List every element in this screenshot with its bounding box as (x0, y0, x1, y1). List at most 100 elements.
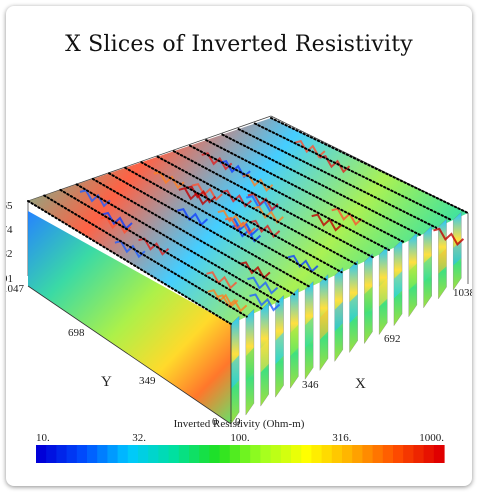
survey-line (237, 128, 438, 229)
chart-title: X Slices of Inverted Resistivity (65, 32, 413, 57)
z-tick-label: 91 (6, 273, 13, 285)
anomaly-stroke (217, 209, 249, 228)
front-edges (27, 285, 232, 425)
anomaly-stroke (433, 227, 465, 246)
colorbar-cell (189, 445, 200, 463)
z-tick-label: 182 (6, 248, 13, 260)
anomaly-stroke (207, 289, 239, 308)
x-axis: 0 346 692 1038 X (235, 287, 472, 428)
colorbar-cell (372, 445, 384, 463)
survey-line (75, 183, 280, 303)
colorbar-cell (56, 445, 68, 463)
survey-line (253, 122, 454, 222)
survey-line (91, 177, 296, 296)
survey-line (189, 144, 390, 251)
x-slice-band (260, 339, 269, 373)
colorbar-cell (117, 445, 129, 463)
x-slices (230, 211, 462, 425)
survey-line (124, 166, 327, 281)
colorbar-cell (311, 445, 323, 463)
anomaly-stroke (287, 254, 319, 273)
y-tick-label: 698 (68, 327, 85, 339)
survey-line (221, 133, 422, 237)
colorbar-cell (219, 445, 231, 463)
colorbar-cell (107, 445, 119, 463)
x-slice-band (364, 286, 373, 315)
colorbar-cell (250, 445, 261, 463)
colorbar-tick-label: 10. (36, 432, 50, 444)
colorbar-cell (331, 445, 343, 463)
anomaly-stroke (331, 207, 363, 226)
colorbar-cell (352, 445, 363, 463)
colorbar-label: Inverted Resistivity (Ohm-m) (174, 418, 305, 430)
colorbar-tick-label: 1000. (419, 432, 444, 444)
x-slice-band (290, 324, 299, 357)
colorbar-cell (138, 445, 149, 463)
colorbar-cell (393, 445, 404, 463)
anomaly-stroke (201, 152, 233, 171)
anomaly-stroke (311, 213, 343, 232)
x-slice-band (349, 294, 358, 324)
colorbar-cell (229, 445, 241, 463)
x-slice-band (453, 240, 462, 266)
survey-line (108, 172, 311, 288)
x-tick-label: 346 (302, 379, 319, 391)
colorbar-cell (209, 445, 221, 463)
anomaly-stroke (247, 276, 279, 295)
anomaly-stroke (319, 155, 351, 174)
x-tick-label: 692 (384, 333, 401, 345)
colorbar-tick-label: 316. (332, 432, 352, 444)
x-slice-band (408, 263, 417, 291)
survey-line (172, 150, 375, 259)
anomaly-stroke (224, 216, 256, 236)
anomaly-stroke (79, 189, 111, 208)
colorbar-cell (413, 445, 425, 463)
colorbar-cell (178, 445, 190, 463)
colorbar-cell (403, 445, 414, 463)
x-slice-band (275, 332, 284, 365)
chart-frame: X Slices of Inverted Resistivity (6, 6, 472, 486)
x-slice-band (379, 278, 388, 307)
z-tick-label: 274 (6, 224, 13, 236)
survey-line (156, 155, 359, 266)
y-axis-label: Y (101, 374, 112, 390)
colorbar-cell (301, 445, 312, 463)
colorbar-cell (362, 445, 374, 463)
x-slice-band (393, 271, 403, 299)
anomaly-stroke (249, 293, 281, 312)
colorbar-cell (76, 445, 88, 463)
colorbar-cell (423, 445, 435, 463)
left-wall-slice (28, 211, 231, 424)
x-slice-band (245, 347, 254, 381)
colorbar-cell (199, 445, 210, 463)
colorbar-cell (280, 445, 292, 463)
survey-line (59, 188, 264, 311)
colorbar-cell (240, 445, 251, 463)
x-tick-label: 0 (235, 416, 241, 428)
x-axis-label: X (355, 376, 366, 392)
x-slice-band (423, 255, 432, 282)
x-slice-band (438, 248, 447, 274)
colorbar-cell (87, 445, 98, 463)
colorbar-cell (66, 445, 78, 463)
colorbar-cell (433, 445, 445, 463)
y-tick-label: 0 (212, 416, 218, 428)
x-slice-band (305, 316, 314, 348)
survey-line (43, 194, 248, 318)
colorbar-cell (270, 445, 282, 463)
survey-lines (27, 117, 469, 325)
x-slice-band (334, 301, 343, 332)
survey-line (140, 161, 343, 274)
anomaly-stroke (206, 271, 238, 290)
anomaly-stroke (101, 211, 133, 231)
colorbar-cell (148, 445, 159, 463)
colorbar-cell (97, 445, 108, 463)
z-axis: 365 274 182 91 (6, 200, 13, 285)
survey-line (205, 139, 406, 244)
colorbar-cell (321, 445, 333, 463)
anomaly-stroke (178, 187, 210, 206)
x-slice-band (319, 309, 329, 340)
colorbar-cell (342, 445, 353, 463)
